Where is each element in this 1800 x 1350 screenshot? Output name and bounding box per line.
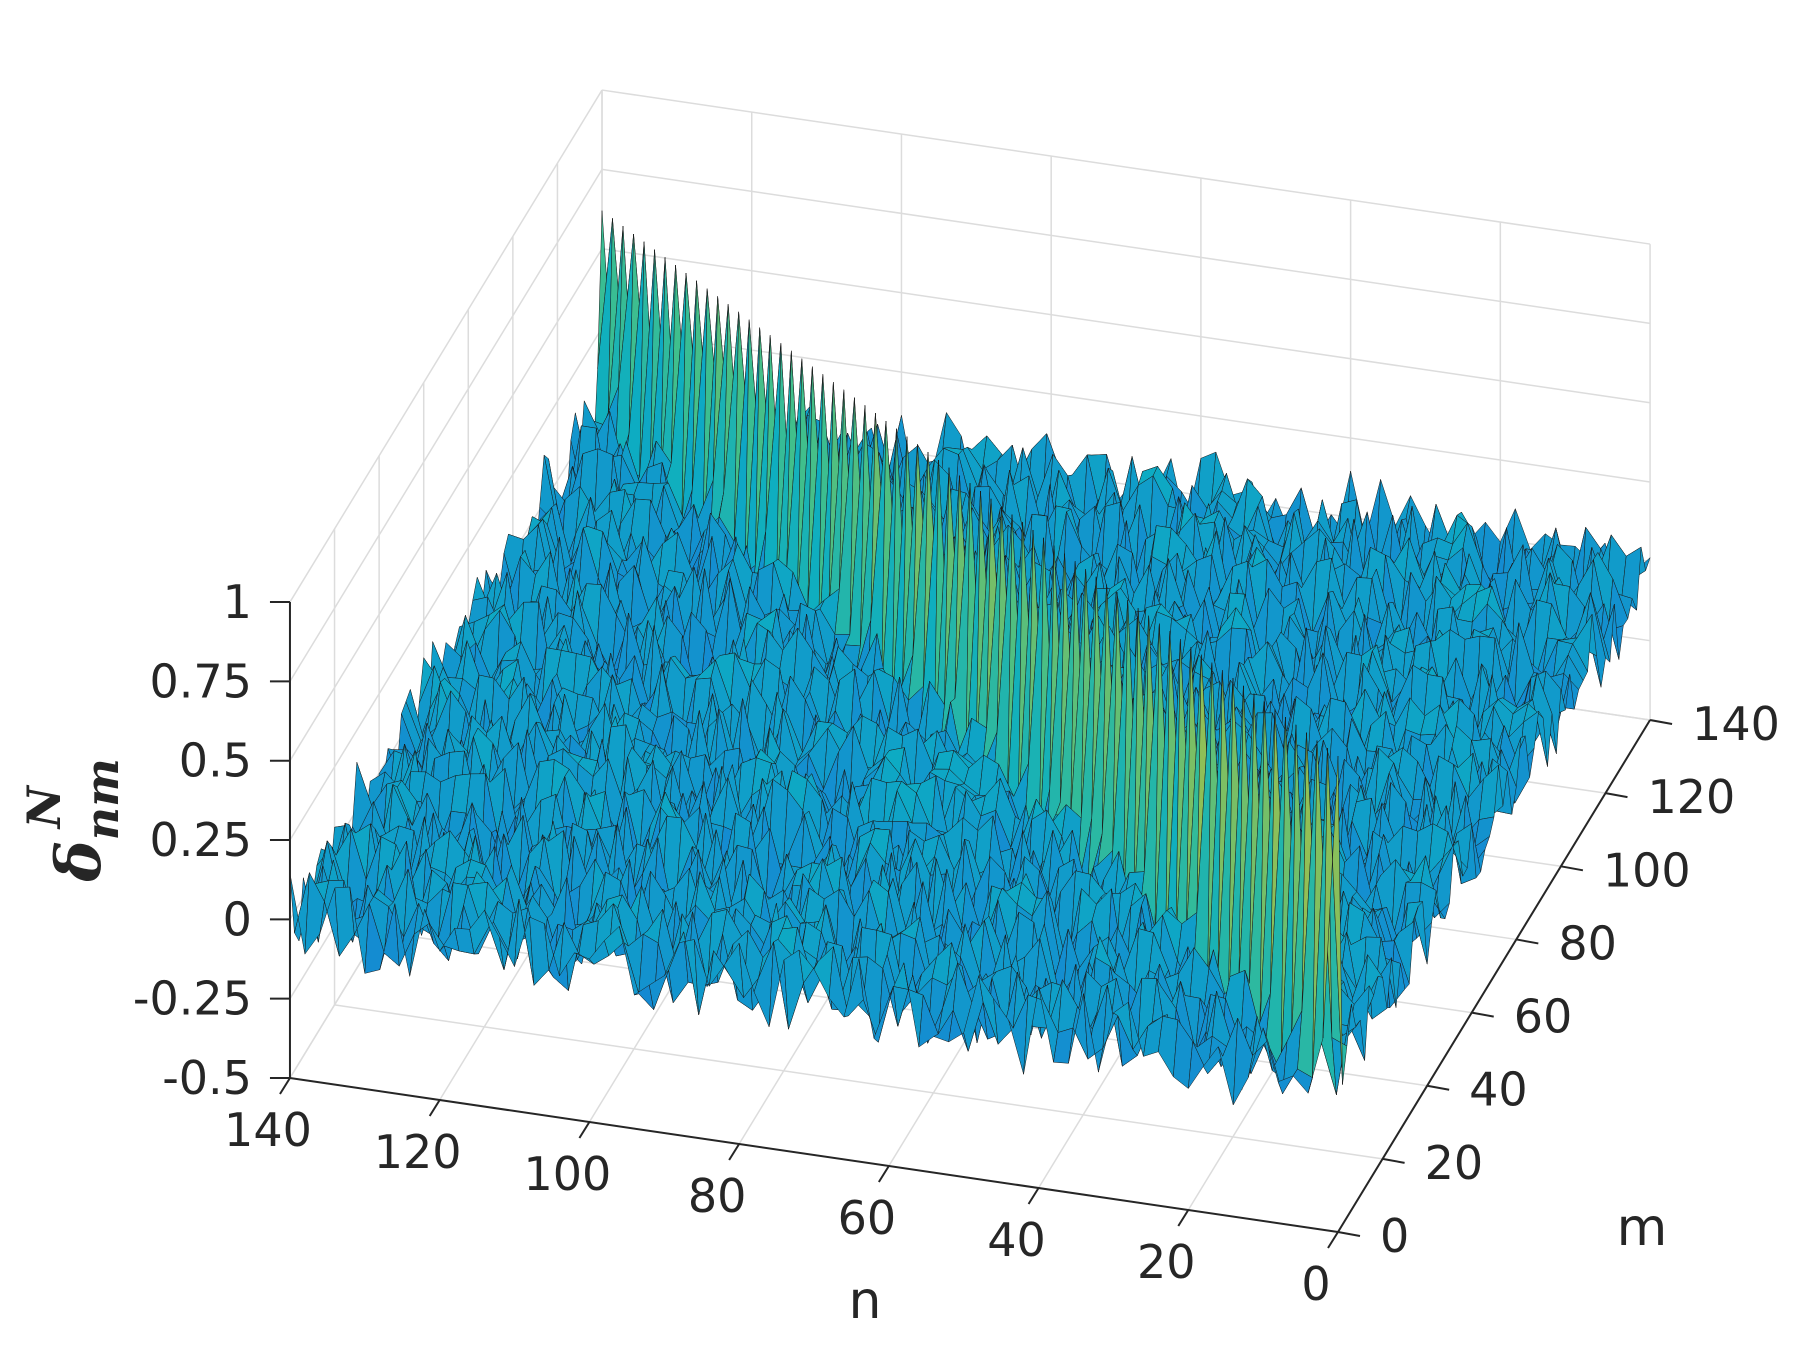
y-tick-label: 140 <box>1692 697 1780 751</box>
grid-line <box>601 327 1651 483</box>
x-tick-label: 40 <box>987 1213 1046 1267</box>
y-tick-mark <box>1560 865 1584 872</box>
y-tick-mark <box>1426 1084 1450 1091</box>
y-tick-label: 100 <box>1603 843 1691 897</box>
x-tick-label: 120 <box>374 1125 462 1179</box>
y-tick-label: 60 <box>1514 990 1573 1044</box>
z-tick-label: 1 <box>223 575 252 629</box>
x-tick-mark <box>1177 1209 1190 1227</box>
x-tick-mark <box>279 1077 291 1095</box>
y-tick-mark <box>1382 1157 1405 1164</box>
y-tick-label: 40 <box>1469 1063 1528 1117</box>
x-tick-label: 20 <box>1137 1235 1196 1289</box>
grid-line <box>601 247 1651 404</box>
grid-line <box>601 89 1651 245</box>
grid-line <box>289 169 603 682</box>
z-tick-label: -0.25 <box>133 972 252 1026</box>
x-tick-label: 100 <box>523 1147 611 1201</box>
x-tick-label: 80 <box>688 1169 747 1223</box>
surface-mesh <box>289 210 1651 1106</box>
x-tick-mark <box>728 1143 740 1161</box>
z-tick-label: -0.5 <box>162 1051 252 1105</box>
grid-line <box>289 89 603 603</box>
z-tick-label: 0 <box>223 892 252 946</box>
z-tick-label: 0.5 <box>179 734 252 788</box>
y-tick-mark <box>1337 1231 1361 1237</box>
x-tick-mark <box>877 1165 890 1183</box>
x-tick-mark <box>1327 1231 1339 1249</box>
grid-line <box>601 168 1651 325</box>
x-tick-mark <box>1027 1187 1040 1205</box>
x-tick-mark <box>578 1121 591 1139</box>
y-tick-label: 120 <box>1647 770 1735 824</box>
y-tick-mark <box>1516 938 1539 945</box>
x-tick-label: 60 <box>838 1191 897 1245</box>
x-tick-label: 0 <box>1301 1257 1330 1311</box>
grid-line <box>334 1004 1383 1160</box>
y-tick-mark <box>1649 719 1673 726</box>
x-tick-mark <box>428 1099 441 1117</box>
y-tick-label: 0 <box>1380 1209 1409 1263</box>
z-tick-label: 0.25 <box>150 813 252 867</box>
grid-line <box>289 248 603 762</box>
y-tick-mark <box>1605 792 1628 799</box>
y-tick-mark <box>1471 1011 1494 1018</box>
y-tick-label: 80 <box>1558 916 1617 970</box>
y-tick-label: 20 <box>1425 1136 1484 1190</box>
z-tick-label: 0.75 <box>150 654 252 708</box>
grid-line <box>289 327 603 841</box>
x-tick-label: 140 <box>224 1103 312 1157</box>
